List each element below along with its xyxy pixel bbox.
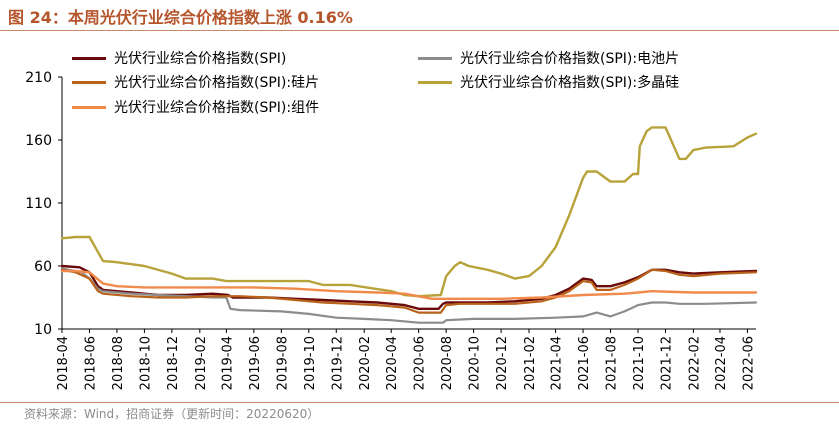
- legend-label: 光伏行业综合价格指数(SPI):多晶硅: [460, 75, 680, 91]
- y-tick-label: 110: [25, 196, 52, 212]
- x-tick-label: 2020-04: [385, 336, 400, 390]
- x-tick-label: 2019-06: [248, 336, 263, 390]
- x-tick-labels: 2018-04 2018-06 2018-08 2018-10 2018-12 2019-…: [56, 336, 756, 390]
- legend-swatch: [72, 80, 106, 84]
- x-tick-label: 2022-04: [714, 336, 729, 390]
- x-tick-label: 2020-06: [413, 336, 428, 390]
- x-tick-label: 2020-08: [440, 336, 455, 390]
- x-tick-label: 2018-12: [166, 336, 181, 390]
- legend-item-2: 光伏行业综合价格指数(SPI):电池片: [418, 48, 679, 68]
- chart-title: 图 24：本周光伏行业综合价格指数上涨 0.16%: [8, 8, 353, 27]
- y-tick-label: 10: [34, 322, 52, 338]
- x-tick-label: 2021-10: [632, 336, 647, 390]
- x-tick-label: 2018-08: [111, 336, 126, 390]
- y-tick-label: 60: [34, 259, 52, 275]
- x-tick-label: 2021-02: [523, 336, 538, 390]
- legend-label: 光伏行业综合价格指数(SPI):电池片: [460, 51, 680, 67]
- x-tick-label: 2018-06: [83, 336, 98, 390]
- legend-label: 光伏行业综合价格指数(SPI): [114, 51, 287, 67]
- y-tick-label: 210: [25, 70, 52, 86]
- x-tick-label: 2019-10: [303, 336, 318, 390]
- legend-item-5: 光伏行业综合价格指数(SPI):组件: [72, 97, 319, 117]
- series-line-3: [60, 268, 758, 314]
- x-tick-label: 2019-04: [220, 336, 235, 390]
- x-tick-label: 2019-12: [330, 336, 345, 390]
- legend-label: 光伏行业综合价格指数(SPI):硅片: [114, 75, 320, 91]
- x-tick-label: 2019-02: [194, 336, 209, 390]
- legend-label: 光伏行业综合价格指数(SPI):组件: [114, 100, 320, 116]
- source-divider: [0, 402, 839, 403]
- x-tick-label: 2021-12: [659, 336, 674, 390]
- legend-item-4: 光伏行业综合价格指数(SPI):多晶硅: [418, 72, 679, 92]
- chart-axes: [58, 76, 756, 333]
- legend-swatch: [72, 105, 106, 109]
- x-tick-label: 2021-06: [577, 336, 592, 390]
- x-tick-label: 2019-08: [275, 336, 290, 390]
- series-line-5: [60, 269, 758, 300]
- legend-item-1: 光伏行业综合价格指数(SPI): [72, 48, 286, 68]
- title-divider: [0, 30, 839, 31]
- x-tick-label: 2022-02: [687, 336, 702, 390]
- x-tick-label: 2021-08: [605, 336, 620, 390]
- y-tick-label: 160: [25, 133, 52, 149]
- source-note: 资料来源：Wind，招商证券（更新时间：20220620）: [24, 407, 320, 421]
- x-tick-label: 2020-10: [468, 336, 483, 390]
- series-line-4: [60, 126, 758, 298]
- legend-swatch: [418, 56, 452, 60]
- x-tick-label: 2018-10: [138, 336, 153, 390]
- legend-item-3: 光伏行业综合价格指数(SPI):硅片: [72, 72, 319, 92]
- x-tick-label: 2018-04: [56, 336, 71, 390]
- x-tick-label: 2020-02: [358, 336, 373, 390]
- legend-swatch: [418, 80, 452, 84]
- series-lines: [60, 126, 758, 324]
- x-tick-label: 2022-06: [741, 336, 756, 390]
- series-line-2: [60, 267, 758, 324]
- legend-swatch: [72, 56, 106, 60]
- x-tick-label: 2021-04: [550, 336, 565, 390]
- x-tick-label: 2020-12: [495, 336, 510, 390]
- y-tick-labels: 10 60 110 160 210: [25, 70, 52, 338]
